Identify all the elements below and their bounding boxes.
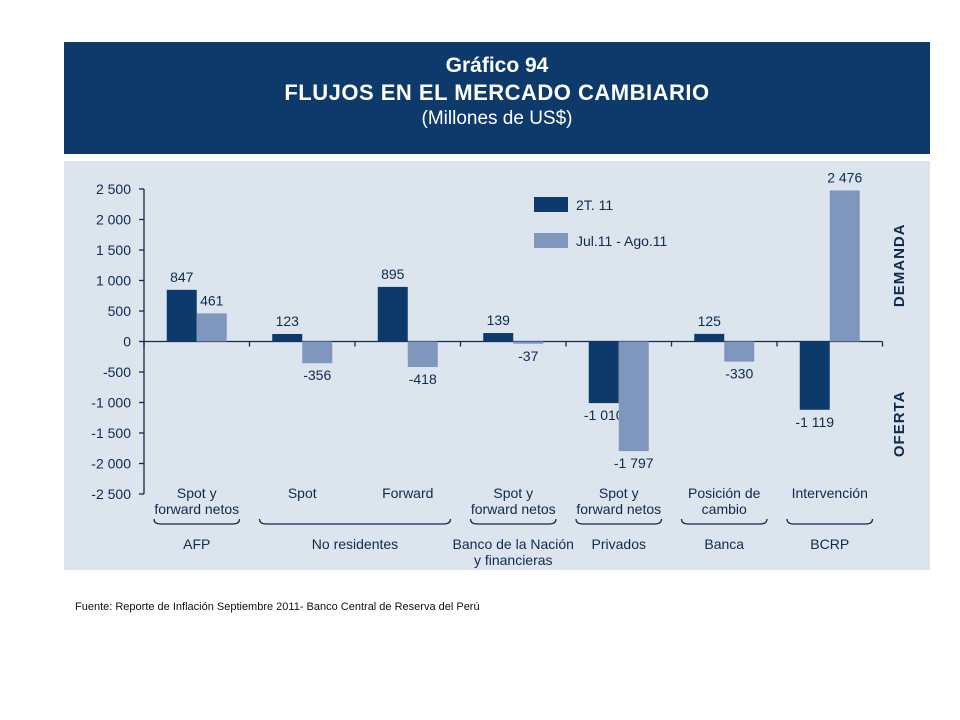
data-label: -1 010 [584, 407, 624, 423]
x-category-label: Forward [382, 485, 433, 501]
y-tick-label: -500 [103, 364, 131, 380]
group-label: Privados [592, 536, 646, 552]
y-tick-label: 500 [108, 303, 132, 319]
y-tick-label: -1 500 [91, 425, 131, 441]
bar-series1 [588, 341, 619, 404]
group-brace [469, 518, 557, 525]
chart-panel: 2 500 2 000 1 500 1 000 500 0 -500 -1 000 -1 500… [64, 161, 930, 570]
x-category-label: Spot [288, 485, 317, 501]
bar-series1 [166, 289, 197, 342]
bar-chart: 2 500 2 000 1 500 1 000 500 0 -500 -1 000 -1 500… [91, 169, 908, 568]
bar-series2 [196, 313, 227, 342]
bar-series2 [618, 341, 649, 452]
group-label: AFP [183, 536, 210, 552]
side-label-oferta: OFERTA [891, 391, 908, 458]
group-label: Banca [704, 536, 744, 552]
bar-series1 [694, 333, 725, 342]
bar-series2 [407, 341, 438, 367]
legend-swatch [534, 197, 568, 212]
group-brace [786, 518, 874, 525]
bar-series2 [513, 341, 544, 344]
y-tick-label: 2 500 [96, 181, 131, 197]
bar-series1 [483, 333, 514, 342]
y-tick-label: 1 500 [96, 242, 131, 258]
data-label: 847 [170, 269, 194, 285]
x-category-label: Spot y [493, 485, 533, 501]
data-label: -418 [409, 371, 437, 387]
chart-subtitle: (Millones de US$) [421, 108, 573, 129]
group-brace [258, 518, 452, 525]
data-label: 2 476 [827, 169, 862, 185]
x-category-label: forward netos [576, 501, 661, 517]
group-brace [680, 518, 768, 525]
bar-series1 [377, 286, 408, 342]
x-category-label: Posición de [688, 485, 761, 501]
data-label: -37 [518, 348, 538, 364]
bar-series1 [799, 341, 830, 410]
side-label-demanda: DEMANDA [891, 223, 908, 307]
data-label: 123 [276, 313, 300, 329]
y-tick-label: 1 000 [96, 273, 131, 289]
bar-series1 [272, 333, 303, 342]
data-label: -1 797 [614, 455, 654, 471]
group-brace [575, 518, 663, 525]
group-label: No residentes [312, 536, 398, 552]
chart-header: Gráfico 94 FLUJOS EN EL MERCADO CAMBIARI… [64, 42, 930, 154]
group-label: Banco de la Nación [453, 536, 574, 552]
bar-series2 [829, 190, 860, 342]
x-category-label: Spot y [599, 485, 639, 501]
x-category-label: cambio [702, 501, 747, 517]
data-label: 461 [200, 292, 224, 308]
data-label: 125 [698, 313, 722, 329]
group-label: BCRP [810, 536, 849, 552]
data-label: 139 [487, 312, 511, 328]
legend-label: Jul.11 - Ago.11 [576, 233, 668, 249]
y-tick-label: 0 [123, 334, 131, 350]
y-tick-label: 2 000 [96, 212, 131, 228]
x-category-label: forward netos [154, 501, 239, 517]
data-label: 895 [381, 266, 405, 282]
bar-series2 [302, 341, 333, 364]
bar-series2 [724, 341, 755, 362]
chart-number: Gráfico 94 [445, 54, 549, 77]
y-tick-label: -2 500 [91, 486, 131, 502]
x-category-label: forward netos [471, 501, 556, 517]
legend-swatch [534, 233, 568, 248]
chart-title: FLUJOS EN EL MERCADO CAMBIARIO [284, 80, 710, 105]
data-label: -356 [303, 367, 331, 383]
group-brace [153, 518, 241, 525]
y-tick-label: -1 000 [91, 395, 131, 411]
source-note: Fuente: Reporte de Inflación Septiembre … [75, 601, 480, 613]
x-category-label: Intervención [792, 485, 868, 501]
data-label: -1 119 [795, 414, 834, 430]
y-tick-label: -2 000 [91, 456, 131, 472]
x-category-label: Spot y [177, 485, 217, 501]
group-label: y financieras [474, 552, 553, 568]
data-label: -330 [725, 366, 753, 382]
legend-label: 2T. 11 [576, 197, 613, 213]
